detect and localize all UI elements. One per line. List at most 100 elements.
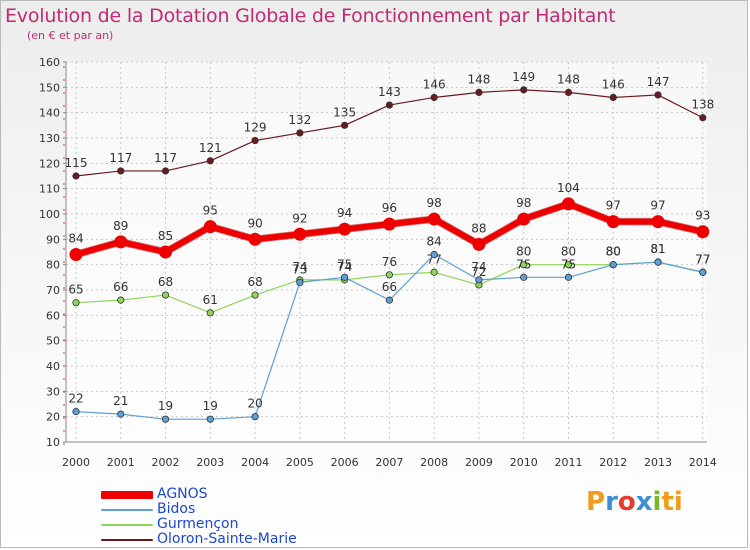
legend-label-gurmen-on: Gurmençon [157,516,239,532]
data-point-bidos [385,296,393,304]
data-label-oloron-sainte-marie: 117 [109,151,132,165]
data-label-bidos: 20 [247,397,262,411]
data-point-gurmen-on [206,309,214,317]
x-tick-label: 2011 [554,456,582,469]
x-tick-label: 2014 [689,456,717,469]
data-label-bidos: 81 [650,242,665,256]
data-label-oloron-sainte-marie: 117 [154,151,177,165]
y-tick-label: 150 [39,81,60,94]
data-point-oloron-sainte-marie [117,167,125,175]
data-point-agnos [114,235,128,249]
logo-letter: P [586,487,606,517]
data-point-gurmen-on [161,291,170,299]
data-point-bidos [430,250,438,259]
data-label-agnos: 94 [337,206,352,220]
data-label-bidos: 75 [561,257,576,271]
data-label-agnos: 90 [247,216,262,230]
data-point-bidos [206,415,214,423]
x-tick-label: 2002 [152,456,180,469]
data-point-bidos [564,273,573,281]
data-point-oloron-sainte-marie [385,101,393,109]
data-point-oloron-sainte-marie [475,88,483,97]
data-point-oloron-sainte-marie [654,91,662,99]
data-label-agnos: 93 [695,209,710,223]
y-tick-label: 140 [39,107,60,120]
data-label-agnos: 84 [68,232,83,246]
data-label-bidos: 19 [158,399,173,413]
x-tick-label: 2006 [331,456,359,469]
data-label-gurmen-on: 72 [471,265,486,279]
data-label-gurmen-on: 61 [203,293,218,307]
x-tick-label: 2000 [62,456,90,469]
logo-letter: r [605,487,618,517]
data-label-oloron-sainte-marie: 115 [65,156,88,170]
data-point-agnos [159,245,173,259]
x-tick-label: 2001 [107,456,135,469]
data-label-gurmen-on: 66 [113,280,128,294]
data-label-gurmen-on: 68 [158,275,173,289]
data-label-oloron-sainte-marie: 148 [467,72,490,86]
data-label-oloron-sainte-marie: 147 [647,75,670,89]
data-label-agnos: 92 [292,211,307,225]
data-point-bidos [72,407,80,416]
logo-letter: i [652,487,662,517]
data-label-oloron-sainte-marie: 143 [378,85,401,99]
x-tick-label: 2013 [644,456,672,469]
data-point-agnos [69,248,83,262]
data-label-gurmen-on: 65 [68,283,83,297]
x-tick-label: 2004 [241,456,269,469]
y-tick-label: 160 [39,56,60,69]
data-label-bidos: 22 [68,392,83,406]
data-label-bidos: 80 [606,245,621,259]
data-label-gurmen-on: 81 [650,242,665,256]
logo-letter: ti [661,487,683,517]
data-label-oloron-sainte-marie: 135 [333,105,356,119]
data-label-agnos: 89 [113,219,128,233]
data-label-gurmen-on: 80 [561,245,576,259]
proxiti-logo: Proxiti [586,487,683,517]
data-point-bidos [341,273,349,281]
data-label-oloron-sainte-marie: 129 [244,121,267,135]
data-point-agnos [606,215,620,229]
legend-swatch-agnos [101,491,153,499]
y-tick-label: 40 [46,360,60,373]
y-tick-label: 60 [46,309,60,322]
data-point-agnos [561,197,575,211]
data-point-agnos [427,212,441,226]
data-point-agnos [248,232,262,246]
data-label-bidos: 77 [695,252,710,266]
data-point-agnos [696,225,710,239]
data-point-oloron-sainte-marie [251,136,259,145]
data-point-oloron-sainte-marie [609,93,617,102]
y-tick-label: 20 [46,411,60,424]
data-label-bidos: 74 [471,260,486,274]
y-tick-label: 130 [39,132,60,145]
data-point-oloron-sainte-marie [341,121,349,129]
data-label-oloron-sainte-marie: 121 [199,141,222,155]
data-point-oloron-sainte-marie [206,157,214,165]
data-label-bidos: 66 [382,280,397,294]
data-point-oloron-sainte-marie [161,167,170,175]
y-tick-label: 50 [46,335,60,348]
legend-label-oloron-sainte-marie: Oloron-Sainte-Marie [157,531,297,547]
x-tick-label: 2008 [420,456,448,469]
y-tick-label: 10 [46,436,60,449]
legend-label-agnos: AGNOS [157,486,208,502]
data-point-oloron-sainte-marie [72,172,80,180]
data-label-gurmen-on: 80 [516,245,531,259]
data-point-gurmen-on [385,271,393,279]
chart-subtitle: (en € et par an) [27,29,114,42]
x-tick-label: 2007 [375,456,403,469]
data-label-oloron-sainte-marie: 148 [557,72,580,86]
data-point-agnos [203,220,217,234]
logo-letter: x [635,487,653,517]
data-point-bidos [520,273,528,281]
data-point-agnos [517,212,531,226]
data-label-gurmen-on: 76 [382,255,397,269]
data-point-agnos [293,227,307,241]
logo-letter: o [617,487,636,517]
legend-swatch-gurmen-on [101,524,153,526]
data-point-agnos [338,222,352,236]
data-label-bidos: 21 [113,394,128,408]
data-point-bidos [161,415,170,423]
